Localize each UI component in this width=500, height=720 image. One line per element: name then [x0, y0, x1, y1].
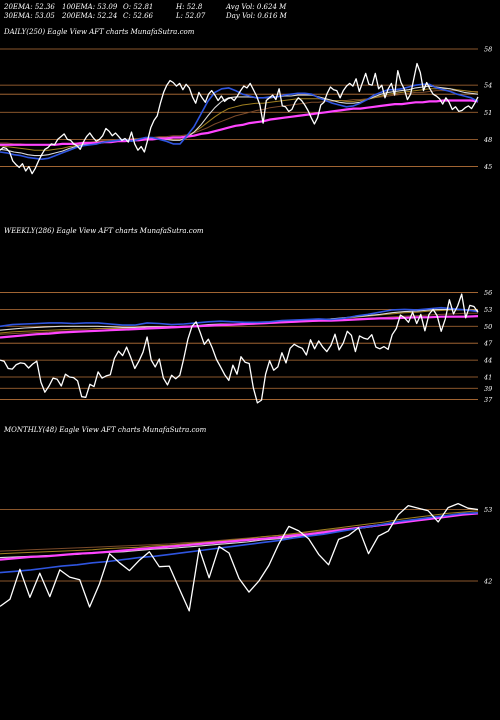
series-line-ema200: [0, 99, 479, 146]
header-ema200: 200EMA: 52.24: [62, 12, 118, 20]
y-tick-label: 50: [484, 323, 492, 331]
header-ema20: 20EMA: 52.36: [4, 3, 55, 11]
series-line-ema20: [0, 512, 479, 574]
y-tick-label: 41: [483, 374, 492, 382]
y-tick-label: 48: [483, 136, 492, 144]
series-line-ema200: [0, 315, 479, 339]
header-low: L: 52.07: [176, 12, 206, 20]
panel-title: DAILY(250) Eagle View AFT charts MunafaS…: [3, 28, 195, 36]
header-open: O: 52.81: [123, 3, 154, 11]
series-line-ema20: [0, 306, 479, 328]
y-tick-label: 45: [483, 163, 492, 171]
series-line-ema200: [0, 512, 479, 561]
panel-title: MONTHLY(48) Eagle View AFT charts Munafa…: [3, 426, 207, 434]
header-avg-vol: Avg Vol: 0.624 M: [226, 3, 287, 11]
y-tick-label: 42: [483, 578, 492, 586]
panel-2: MONTHLY(48) Eagle View AFT charts Munafa…: [0, 426, 492, 612]
panel-0: DAILY(250) Eagle View AFT charts MunafaS…: [0, 28, 492, 175]
y-tick-label: 53: [484, 506, 492, 514]
series-line-price: [0, 62, 479, 175]
series-line-price: [0, 293, 479, 404]
y-tick-label: 47: [483, 340, 493, 348]
header-close: C: 52.66: [123, 12, 153, 20]
header-day-vol: Day Vol: 0.616 M: [226, 12, 287, 20]
panel-1: WEEKLY(286) Eagle View AFT charts Munafa…: [0, 227, 493, 404]
y-tick-label: 53: [484, 306, 492, 314]
series-line-ema50: [0, 88, 479, 151]
series-line-price: [0, 502, 479, 612]
header-high: H: 52.8: [176, 3, 203, 11]
series-line-ema50: [0, 510, 479, 555]
y-tick-label: 56: [484, 289, 492, 297]
header-ema30: 30EMA: 53.05: [4, 12, 55, 20]
header-ema100: 100EMA: 53.09: [62, 3, 118, 11]
y-tick-label: 37: [484, 396, 493, 404]
series-line-ema30: [0, 85, 479, 157]
y-tick-label: 58: [484, 46, 492, 54]
panel-title: WEEKLY(286) Eagle View AFT charts Munafa…: [4, 227, 204, 235]
y-tick-label: 51: [484, 109, 492, 117]
y-tick-label: 54: [484, 82, 492, 90]
y-tick-label: 44: [483, 357, 492, 365]
y-tick-label: 39: [484, 385, 492, 393]
series-line-ema100: [0, 90, 478, 146]
